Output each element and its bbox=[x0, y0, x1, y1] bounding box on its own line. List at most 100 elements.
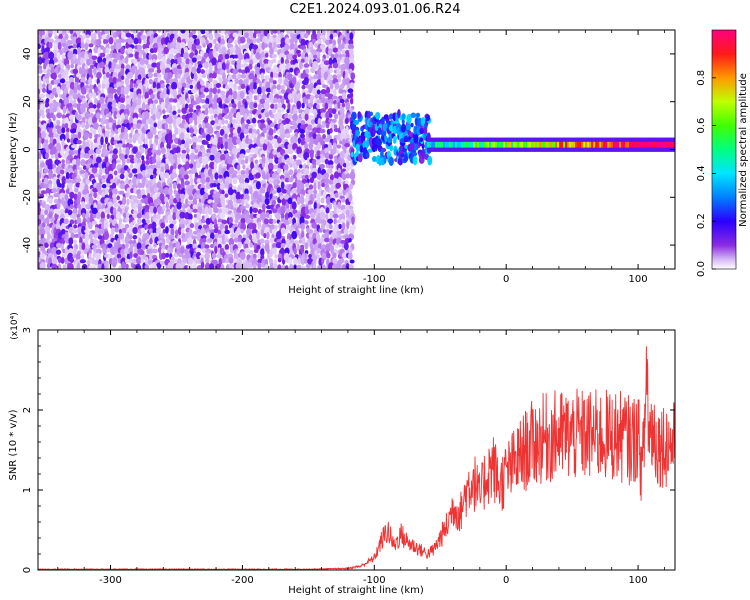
spectrogram-cell bbox=[196, 45, 202, 50]
spectrogram-cell bbox=[277, 257, 282, 263]
spectrogram-cell bbox=[138, 206, 142, 215]
spectrogram-cell bbox=[253, 102, 258, 108]
spectrogram-cell bbox=[380, 120, 385, 125]
spectrogram-cell bbox=[284, 37, 291, 45]
spectrogram-cell bbox=[220, 90, 226, 96]
spectrogram-cell bbox=[259, 238, 265, 244]
spectrogram-cell bbox=[143, 123, 149, 130]
spectrogram-cell bbox=[207, 126, 214, 135]
spectrogram-cell bbox=[200, 93, 206, 98]
spectrogram-cell bbox=[332, 74, 338, 80]
spectrogram-cell bbox=[57, 257, 62, 264]
spectrogram-cell bbox=[87, 221, 93, 230]
spectrogram-cell bbox=[64, 33, 69, 41]
spectrogram-cell bbox=[59, 133, 66, 142]
spectrogram-cell bbox=[212, 72, 217, 79]
spectrogram-cell bbox=[357, 153, 363, 163]
spectrogram-cell bbox=[529, 141, 532, 148]
spectrogram-cell bbox=[303, 167, 310, 176]
spectrogram-cell bbox=[187, 208, 193, 214]
spectrogram-cell bbox=[410, 112, 417, 118]
spectrogram-cell bbox=[328, 164, 334, 170]
spectrogram-cell bbox=[328, 57, 333, 66]
spectrogram-cell bbox=[132, 220, 136, 225]
spectrogram-cell bbox=[156, 68, 162, 74]
spectrogram-cell bbox=[169, 223, 175, 229]
spectrogram-cell bbox=[655, 141, 658, 148]
spectrogram-cell bbox=[348, 193, 353, 203]
spectrogram-cell bbox=[136, 173, 143, 180]
spectrogram-cell bbox=[257, 114, 262, 119]
spectrogram-cell bbox=[191, 80, 198, 86]
spectrogram-cell bbox=[184, 180, 191, 186]
spectrogram-cell bbox=[268, 177, 274, 185]
spectrogram-cell bbox=[88, 132, 93, 139]
spectrogram-cell bbox=[272, 84, 277, 90]
spectrogram-cell bbox=[97, 125, 102, 135]
spectrogram-cell bbox=[234, 77, 239, 85]
spectrogram-cell bbox=[296, 146, 302, 156]
spectrogram-cell bbox=[244, 247, 251, 254]
spectrogram-cell bbox=[501, 141, 504, 148]
spectrogram-cell bbox=[297, 257, 302, 265]
spectrogram-cell bbox=[212, 137, 219, 147]
spectrogram-cell bbox=[320, 112, 326, 118]
spectrogram-cell bbox=[421, 149, 425, 159]
spectrogram-cell bbox=[227, 199, 234, 206]
spectrogram-cell bbox=[320, 222, 325, 232]
spectrogram-cell bbox=[571, 141, 574, 148]
spectrogram-cell bbox=[329, 211, 334, 219]
spectrogram-cell bbox=[345, 214, 351, 219]
spectrogram-cell bbox=[343, 241, 349, 251]
spectrogram-cell bbox=[287, 212, 293, 219]
spectrogram-cell bbox=[251, 222, 257, 231]
spectrogram-cell bbox=[38, 235, 42, 241]
spectrogram-cell bbox=[38, 143, 42, 149]
spectrogram-cell bbox=[161, 55, 167, 65]
spectrogram-cell bbox=[305, 98, 309, 106]
spectrogram-cell bbox=[224, 107, 230, 114]
spectrogram-cell bbox=[294, 38, 298, 45]
spectrogram-cell bbox=[237, 52, 243, 61]
spectrogram-cell bbox=[137, 93, 142, 100]
spectrogram-cell bbox=[289, 67, 294, 73]
spectrogram-cell bbox=[117, 143, 124, 148]
spectrogram-cell bbox=[296, 118, 302, 125]
spectrogram-cell bbox=[272, 58, 277, 63]
spectrogram-cell bbox=[281, 188, 288, 194]
spectrogram-cell bbox=[250, 147, 255, 154]
spectrogram-cell bbox=[513, 141, 516, 148]
spectrogram-cell bbox=[200, 69, 205, 75]
spectrogram-cell bbox=[88, 67, 93, 76]
spectrogram-cell bbox=[143, 111, 150, 120]
spectrogram-cell bbox=[240, 218, 246, 224]
spectrogram-cell bbox=[319, 163, 325, 169]
spectrogram-cell bbox=[260, 228, 265, 237]
spectrogram-cell bbox=[254, 146, 260, 156]
spectrogram-cell bbox=[320, 237, 325, 244]
spectrogram-y-label: Frequency (Hz) bbox=[8, 112, 19, 188]
spectrogram-cell bbox=[293, 98, 298, 104]
spectrogram-cell bbox=[88, 232, 93, 240]
spectrogram-cell bbox=[669, 141, 672, 148]
spectrogram-cell bbox=[42, 69, 48, 74]
x-tick-label: 100 bbox=[629, 274, 648, 285]
spectrogram-cell bbox=[629, 141, 632, 148]
spectrogram-cell bbox=[218, 119, 222, 127]
spectrogram-cell bbox=[269, 237, 276, 244]
spectrogram-cell bbox=[575, 141, 578, 148]
spectrogram-cell bbox=[256, 129, 260, 135]
spectrogram-cell bbox=[136, 212, 142, 219]
spectrogram-cell bbox=[180, 223, 185, 229]
spectrogram-cell bbox=[321, 123, 326, 129]
spectrogram-cell bbox=[307, 200, 313, 205]
spectrogram-cell bbox=[270, 71, 274, 79]
spectrogram-cell bbox=[172, 30, 179, 35]
spectrogram-cell bbox=[39, 261, 46, 269]
spectrogram-cell bbox=[85, 203, 92, 210]
spectrogram-cell bbox=[180, 198, 184, 203]
spectrogram-cell bbox=[217, 61, 223, 71]
spectrogram-cell bbox=[317, 117, 322, 126]
spectrogram-cell bbox=[244, 113, 248, 122]
spectrogram-cell bbox=[244, 32, 249, 39]
